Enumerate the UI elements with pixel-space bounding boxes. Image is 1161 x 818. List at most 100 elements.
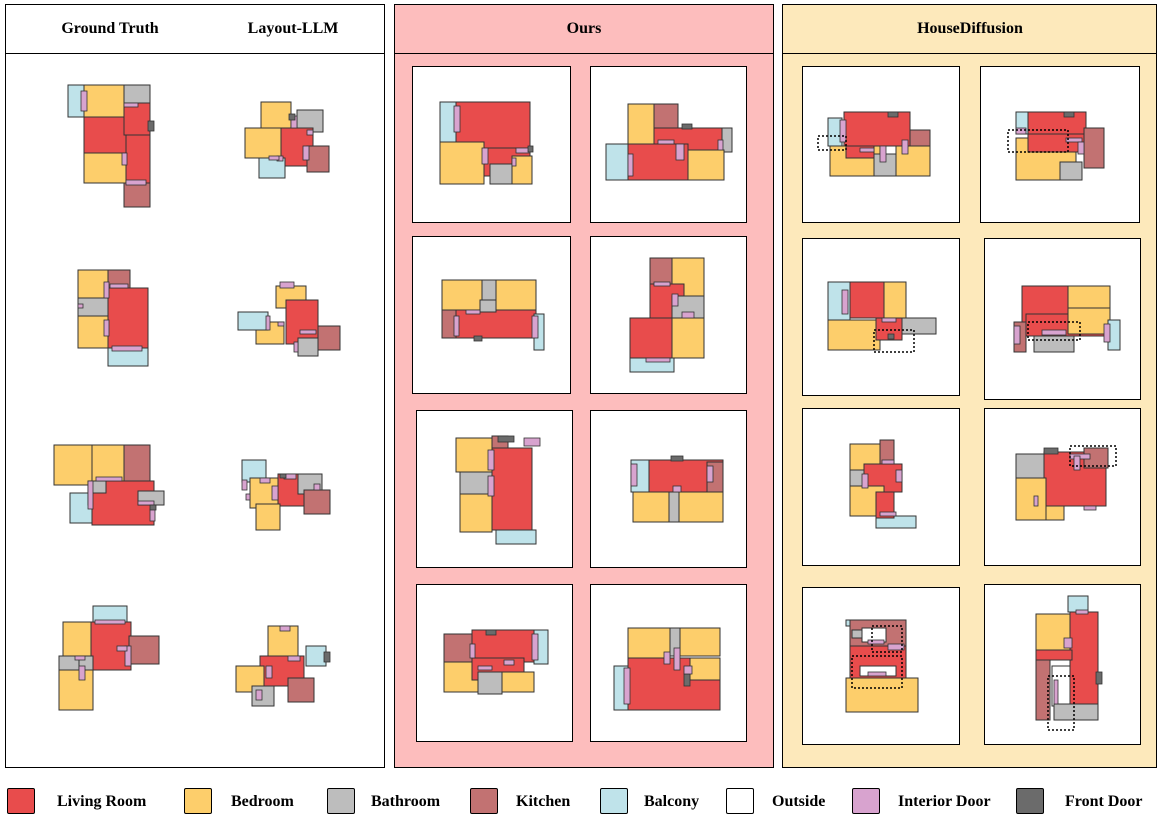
legend-label-interior-door: Interior Door <box>898 793 991 810</box>
bathroom <box>459 471 493 495</box>
title-housediffusion: HouseDiffusion <box>917 20 1023 37</box>
interior-door <box>469 643 476 659</box>
highlight-box <box>817 135 847 151</box>
bedroom <box>62 621 94 657</box>
front-door <box>485 629 497 636</box>
interior-door <box>487 475 495 497</box>
interior-door <box>287 655 301 662</box>
interior-door <box>523 437 541 447</box>
interior-door <box>481 147 489 165</box>
interior-door <box>672 485 682 493</box>
bedroom <box>77 269 109 299</box>
bedroom <box>689 657 721 681</box>
bathroom <box>668 491 680 523</box>
front-door <box>279 473 287 479</box>
interior-door <box>109 283 129 289</box>
bedroom <box>235 665 265 693</box>
interior-door <box>77 303 84 309</box>
floorplan <box>629 257 705 373</box>
kitchen <box>123 444 151 482</box>
interior-door <box>867 671 887 677</box>
interior-door <box>1053 679 1059 705</box>
interior-door <box>1083 505 1097 511</box>
interior-door <box>503 659 515 666</box>
kitchen <box>909 129 931 149</box>
legend-label-outside: Outside <box>772 793 826 810</box>
bedroom <box>91 444 125 482</box>
bedroom <box>827 319 881 351</box>
floorplan <box>58 605 160 711</box>
floorplan <box>77 269 149 367</box>
interior-door <box>103 319 110 337</box>
bathroom <box>297 337 319 357</box>
bedroom <box>679 627 721 657</box>
living-room <box>471 629 539 663</box>
interior-door <box>124 645 132 667</box>
bathroom <box>251 685 275 707</box>
interior-door <box>879 511 897 517</box>
living-room <box>875 491 895 519</box>
interior-door <box>265 315 271 331</box>
kitchen <box>1035 659 1051 721</box>
floorplan <box>1035 595 1103 731</box>
living-room <box>1027 133 1085 153</box>
bedroom <box>1045 505 1065 521</box>
floorplan <box>1007 111 1105 181</box>
interior-door <box>123 102 139 108</box>
interior-door <box>453 315 460 337</box>
bedroom <box>439 141 485 185</box>
legend-swatch-interior-door <box>852 788 880 814</box>
interior-door <box>717 139 724 151</box>
bedroom <box>1067 307 1111 335</box>
kitchen <box>123 182 151 208</box>
interior-door <box>841 289 849 315</box>
interior-door <box>313 483 321 491</box>
interior-door <box>268 155 280 161</box>
floorplan <box>1015 445 1117 521</box>
legend-swatch-bathroom <box>327 788 355 814</box>
interior-door <box>901 139 909 155</box>
legend-swatch-balcony <box>600 788 628 814</box>
interior-door <box>74 655 86 661</box>
bedroom <box>632 491 670 523</box>
bathroom <box>901 317 937 335</box>
bedroom <box>441 279 483 311</box>
bedroom <box>495 279 537 311</box>
interior-door <box>630 463 638 487</box>
interior-door <box>241 479 248 491</box>
bedroom <box>53 444 93 486</box>
interior-door <box>839 119 847 143</box>
floorplan <box>845 619 919 713</box>
bathroom <box>1059 161 1083 181</box>
interior-door <box>259 477 271 484</box>
balcony <box>305 645 327 667</box>
floorplan <box>1013 285 1121 353</box>
interior-door <box>111 345 143 352</box>
floorplan <box>244 101 330 179</box>
living-room <box>285 299 319 345</box>
interior-door <box>675 143 685 161</box>
legend-label-bedroom: Bedroom <box>231 793 294 810</box>
legend-swatch-outside <box>726 788 754 814</box>
kitchen <box>128 635 160 665</box>
bedroom <box>845 677 919 713</box>
interior-door <box>78 665 86 681</box>
interior-door <box>245 493 251 501</box>
interior-door <box>859 147 875 153</box>
front-door <box>1043 447 1059 455</box>
interior-door <box>477 665 493 671</box>
bathroom <box>721 127 733 153</box>
legend-swatch-bedroom <box>184 788 212 814</box>
bathroom <box>123 84 151 106</box>
interior-door <box>95 476 123 482</box>
living-room <box>455 309 537 339</box>
kitchen <box>649 257 673 285</box>
front-door <box>323 651 331 663</box>
living-room <box>629 317 673 359</box>
interior-door <box>302 145 310 161</box>
highlight-box <box>1047 675 1075 731</box>
legend-swatch-kitchen <box>470 788 498 814</box>
interior-door <box>94 619 126 625</box>
bedroom <box>455 437 493 473</box>
interior-door <box>255 689 263 701</box>
